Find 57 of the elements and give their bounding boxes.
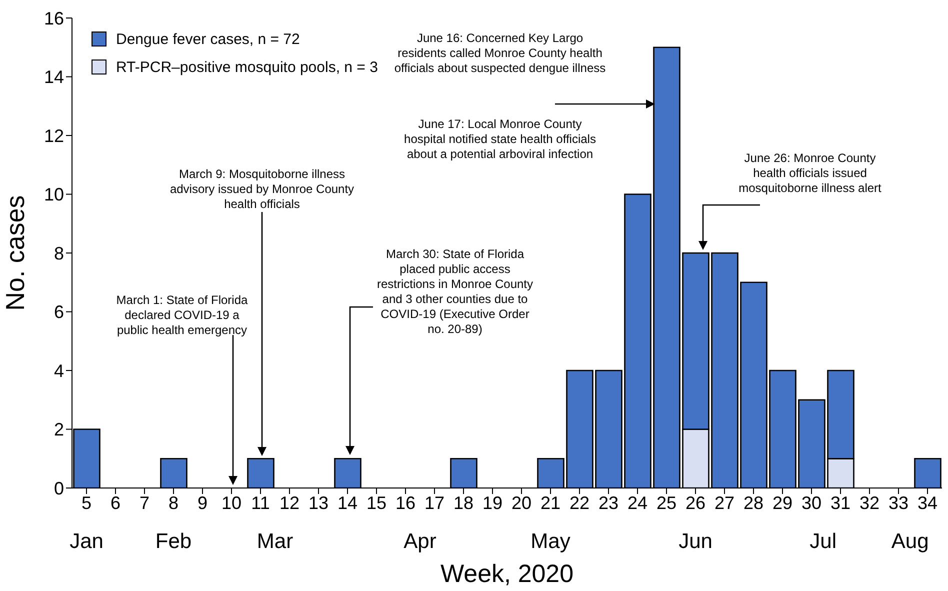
x-tick-label: 28 xyxy=(743,492,764,513)
legend-label: RT-PCR–positive mosquito pools, n = 3 xyxy=(116,59,378,76)
x-tick-label: 32 xyxy=(859,492,880,513)
text: Jul xyxy=(810,530,837,553)
x-tick-label: 21 xyxy=(540,492,561,513)
x-tick-label: 34 xyxy=(917,492,938,513)
x-tick-label: 9 xyxy=(197,492,208,513)
x-tick-label: 14 xyxy=(337,492,358,513)
annotation: June 26: Monroe County health officials issued mosquitoborne illness alert xyxy=(738,151,882,195)
x-tick-label: 10 xyxy=(221,492,242,513)
legend-label: Dengue fever cases, n = 72 xyxy=(116,31,300,48)
annotation: June 16: Concerned Key Largo residents called Monroe County health officials about suspected dengue illness xyxy=(394,31,606,75)
text: Aug xyxy=(891,530,929,553)
x-tick-label: 31 xyxy=(830,492,851,513)
x-tick-label: 22 xyxy=(569,492,590,513)
text: Jun xyxy=(678,530,712,553)
annotation: March 1: State of Florida declared COVID-19 a public health emergency xyxy=(116,293,248,337)
x-tick-label: 27 xyxy=(714,492,735,513)
y-tick-label: 2 xyxy=(54,420,64,440)
x-tick-label: 26 xyxy=(685,492,706,513)
x-tick-label: 16 xyxy=(395,492,416,513)
x-tick-label: 25 xyxy=(656,492,677,513)
x-tick-label: 29 xyxy=(772,492,793,513)
x-tick-label: 5 xyxy=(81,492,92,513)
x-tick-label: 23 xyxy=(598,492,619,513)
y-tick-label: 6 xyxy=(54,302,64,322)
x-tick-label: 7 xyxy=(139,492,150,513)
x-tick-label: 24 xyxy=(627,492,648,513)
x-tick-label: 17 xyxy=(424,492,445,513)
x-tick-label: 8 xyxy=(168,492,179,513)
x-tick-label: 13 xyxy=(308,492,329,513)
y-tick-label: 16 xyxy=(44,8,64,28)
y-tick-label: 8 xyxy=(54,243,64,264)
x-tick-label: 33 xyxy=(888,492,909,513)
x-tick-label: 20 xyxy=(511,492,532,513)
y-tick-label: 12 xyxy=(44,126,64,146)
y-tick-label: 14 xyxy=(44,67,64,88)
text: Jan xyxy=(70,530,104,553)
y-tick-label: 4 xyxy=(54,360,64,381)
annotation: March 30: State of Florida placed public access restrictions in Monroe County and 3 other counties due to COVID-19 (Executive Order no. 20-89) xyxy=(376,247,534,336)
x-tick-label: 18 xyxy=(453,492,474,513)
y-tick-label: 10 xyxy=(44,184,64,205)
x-tick-label: 6 xyxy=(110,492,121,513)
annotation: March 9: Mosquitoborne illness advisory issued by Monroe County health officials xyxy=(170,167,354,211)
text: Apr xyxy=(404,530,436,553)
y-axis-title: No. cases xyxy=(0,195,30,311)
annotation: June 17: Local Monroe County hospital notified state health officials about a potential arboviral infection xyxy=(404,117,596,161)
x-tick-label: 11 xyxy=(251,492,270,513)
text: May xyxy=(530,530,571,553)
x-axis-title: Week, 2020 xyxy=(440,560,574,588)
text: Mar xyxy=(256,530,294,553)
x-tick-label: 30 xyxy=(801,492,822,513)
x-tick-label: 15 xyxy=(366,492,387,513)
y-tick-label: 0 xyxy=(54,478,64,498)
x-tick-label: 12 xyxy=(279,492,300,513)
text: Feb xyxy=(155,530,192,553)
x-tick-label: 19 xyxy=(482,492,503,513)
